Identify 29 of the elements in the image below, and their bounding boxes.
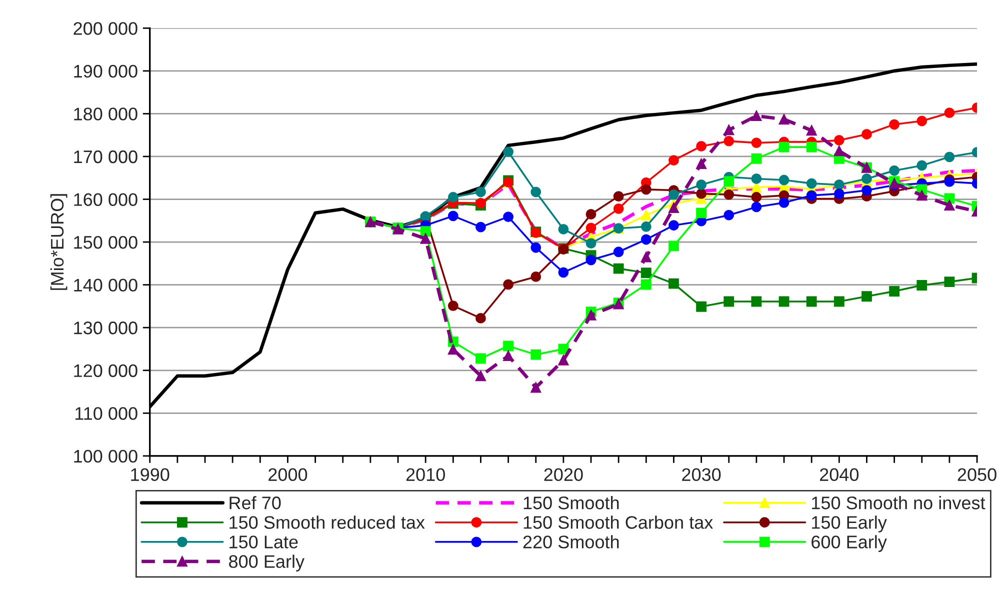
legend-label: 150 Smooth Carbon tax bbox=[524, 516, 713, 529]
y-tick-label: 200 000 bbox=[74, 22, 138, 35]
legend-label: 150 Smooth bbox=[524, 496, 619, 510]
y-tick-label: 110 000 bbox=[75, 407, 138, 420]
y-axis-title: [Mio*EURO] bbox=[50, 194, 68, 290]
x-tick-label: 1990 bbox=[131, 468, 170, 482]
y-tick-label: 170 000 bbox=[74, 150, 138, 164]
legend-label: Ref 70 bbox=[230, 496, 281, 510]
legend-label: 150 Smooth reduced tax bbox=[230, 516, 425, 529]
y-tick-label: 120 000 bbox=[74, 364, 138, 378]
x-tick-label: 2030 bbox=[682, 468, 721, 482]
x-tick-label: 2010 bbox=[406, 468, 445, 482]
legend-label: 150 Smooth no invest bbox=[812, 496, 986, 510]
x-tick-label: 2000 bbox=[268, 468, 308, 482]
y-tick-label: 180 000 bbox=[74, 108, 138, 120]
legend-label: 150 Early bbox=[812, 516, 887, 532]
y-tick-label: 100 000 bbox=[74, 450, 138, 463]
y-tick-label: 130 000 bbox=[74, 322, 138, 334]
y-tick-label: 140 000 bbox=[74, 278, 138, 292]
x-tick-label: 2050 bbox=[958, 468, 996, 482]
legend-label: 600 Early bbox=[812, 535, 887, 552]
x-tick-label: 2040 bbox=[820, 468, 859, 482]
legend-label: 800 Early bbox=[229, 554, 304, 572]
legend-label: 220 Smooth bbox=[523, 535, 619, 548]
y-tick-label: 150 000 bbox=[74, 236, 138, 249]
legend-label: 150 Late bbox=[230, 536, 298, 548]
y-tick-label: 190 000 bbox=[74, 64, 138, 78]
y-tick-label: 160 000 bbox=[74, 193, 138, 206]
x-tick-label: 2020 bbox=[544, 468, 583, 482]
